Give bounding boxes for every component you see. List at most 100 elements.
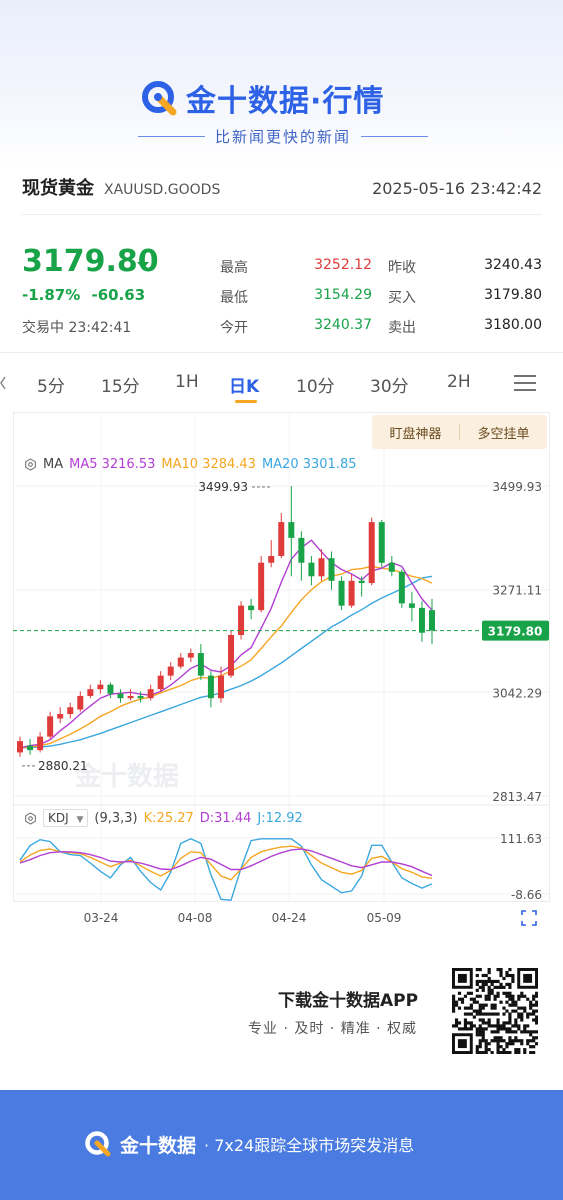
ma5-value: MA5 3216.53 <box>69 457 156 472</box>
qr-module <box>535 1015 538 1019</box>
qr-module <box>532 1036 536 1040</box>
qr-module <box>475 979 479 984</box>
qr-module <box>478 1006 482 1010</box>
qr-module <box>452 1006 456 1010</box>
low-label: 最低 <box>220 290 248 306</box>
qr-module <box>502 1051 506 1054</box>
tab-15m[interactable]: 15分 <box>101 377 140 397</box>
qr-module <box>502 991 506 995</box>
indicator-select-value: KDJ <box>48 811 69 825</box>
qr-module <box>493 1012 497 1016</box>
qr-module <box>484 1021 488 1025</box>
qr-module <box>535 1003 538 1007</box>
tab-daily[interactable]: 日K <box>229 377 260 397</box>
tab-5m[interactable]: 5分 <box>37 377 65 397</box>
qr-module <box>496 1051 500 1054</box>
footer-content: 金十数据 · 7x24跟踪全球市场突发消息 <box>84 1130 414 1158</box>
qr-module <box>487 1021 491 1025</box>
settings-icon[interactable] <box>24 458 37 471</box>
brand: 金十数据·行情 <box>140 76 384 120</box>
qr-module <box>469 1027 473 1031</box>
qr-module <box>478 985 482 989</box>
qr-module <box>508 997 512 1001</box>
qr-module <box>490 1030 494 1034</box>
qr-module <box>463 1021 468 1025</box>
qr-module <box>535 1042 538 1046</box>
qr-module <box>481 1030 485 1034</box>
qr-module <box>466 1021 470 1025</box>
qr-module <box>511 1042 515 1046</box>
x-tick-label: 04-24 <box>272 911 307 925</box>
qr-module <box>484 1048 488 1052</box>
qr-module <box>452 1003 456 1007</box>
chevron-down-icon: ▼ <box>76 815 84 825</box>
qr-module <box>511 976 515 981</box>
kdj-k-value: K:25.27 <box>143 810 194 826</box>
qr-module <box>487 997 491 1001</box>
qr-module <box>520 1030 524 1034</box>
qr-module <box>523 1030 527 1034</box>
chevron-left-icon[interactable] <box>0 376 6 390</box>
qr-module <box>511 1000 515 1004</box>
slogan: 比新闻更快的新闻 <box>215 128 352 146</box>
tab-2h[interactable]: 2H <box>447 372 471 392</box>
qr-module <box>517 1006 521 1010</box>
qr-module <box>523 1006 527 1010</box>
qr-module <box>493 985 497 989</box>
qr-module <box>463 1006 468 1010</box>
low-value: 3154.29 <box>314 287 372 303</box>
qr-module <box>520 1018 524 1022</box>
qr-module <box>496 1027 500 1031</box>
qr-module <box>493 1039 497 1043</box>
qr-module <box>529 1051 533 1054</box>
qr-module <box>508 968 512 972</box>
qr-module <box>481 1006 485 1010</box>
qr-module <box>502 1027 506 1031</box>
qr-module <box>469 1006 473 1010</box>
qr-code-icon[interactable] <box>452 968 538 1054</box>
qr-module <box>511 1039 515 1043</box>
qr-finder <box>523 973 533 983</box>
qr-module <box>484 982 488 986</box>
settings-icon[interactable] <box>24 811 37 825</box>
tab-30m[interactable]: 30分 <box>370 377 409 397</box>
order-button[interactable]: 多空挂单 <box>477 426 530 442</box>
qr-finder <box>457 973 467 983</box>
qr-module <box>454 1024 459 1028</box>
tab-10m[interactable]: 10分 <box>296 377 335 397</box>
fullscreen-icon[interactable] <box>521 910 537 926</box>
quote-row-open: 今开 3240.37 卖出 3180.00 <box>220 317 542 337</box>
qr-module <box>478 1030 482 1034</box>
tab-1h[interactable]: 1H <box>175 372 199 392</box>
watch-button[interactable]: 盯盘神器 <box>389 426 442 442</box>
divider <box>0 352 563 353</box>
qr-module <box>475 1045 479 1049</box>
qr-module <box>472 1009 476 1013</box>
qr-module <box>463 1018 468 1022</box>
qr-module <box>475 1030 479 1034</box>
qr-module <box>529 1039 533 1043</box>
qr-module <box>496 991 500 995</box>
qr-module <box>517 1039 521 1043</box>
qr-module <box>481 1033 485 1037</box>
qr-module <box>487 991 491 995</box>
qr-module <box>517 994 521 998</box>
indicator-select[interactable]: KDJ ▼ <box>43 809 89 827</box>
qr-module <box>487 994 491 998</box>
qr-module <box>532 1018 536 1022</box>
qr-module <box>496 1039 500 1043</box>
chart-area[interactable] <box>13 412 550 902</box>
qr-module <box>478 994 482 998</box>
qr-module <box>478 979 482 984</box>
qr-module <box>508 1051 512 1054</box>
qr-module <box>505 1000 509 1004</box>
menu-icon[interactable] <box>513 374 537 392</box>
qr-module <box>517 1012 521 1016</box>
qr-module <box>511 973 515 978</box>
qr-module <box>490 1006 494 1010</box>
qr-module <box>475 1033 479 1037</box>
qr-module <box>496 1018 500 1022</box>
qr-module <box>484 997 488 1001</box>
footer: 金十数据 · 7x24跟踪全球市场突发消息 <box>0 1090 563 1200</box>
qr-module <box>484 1012 488 1016</box>
